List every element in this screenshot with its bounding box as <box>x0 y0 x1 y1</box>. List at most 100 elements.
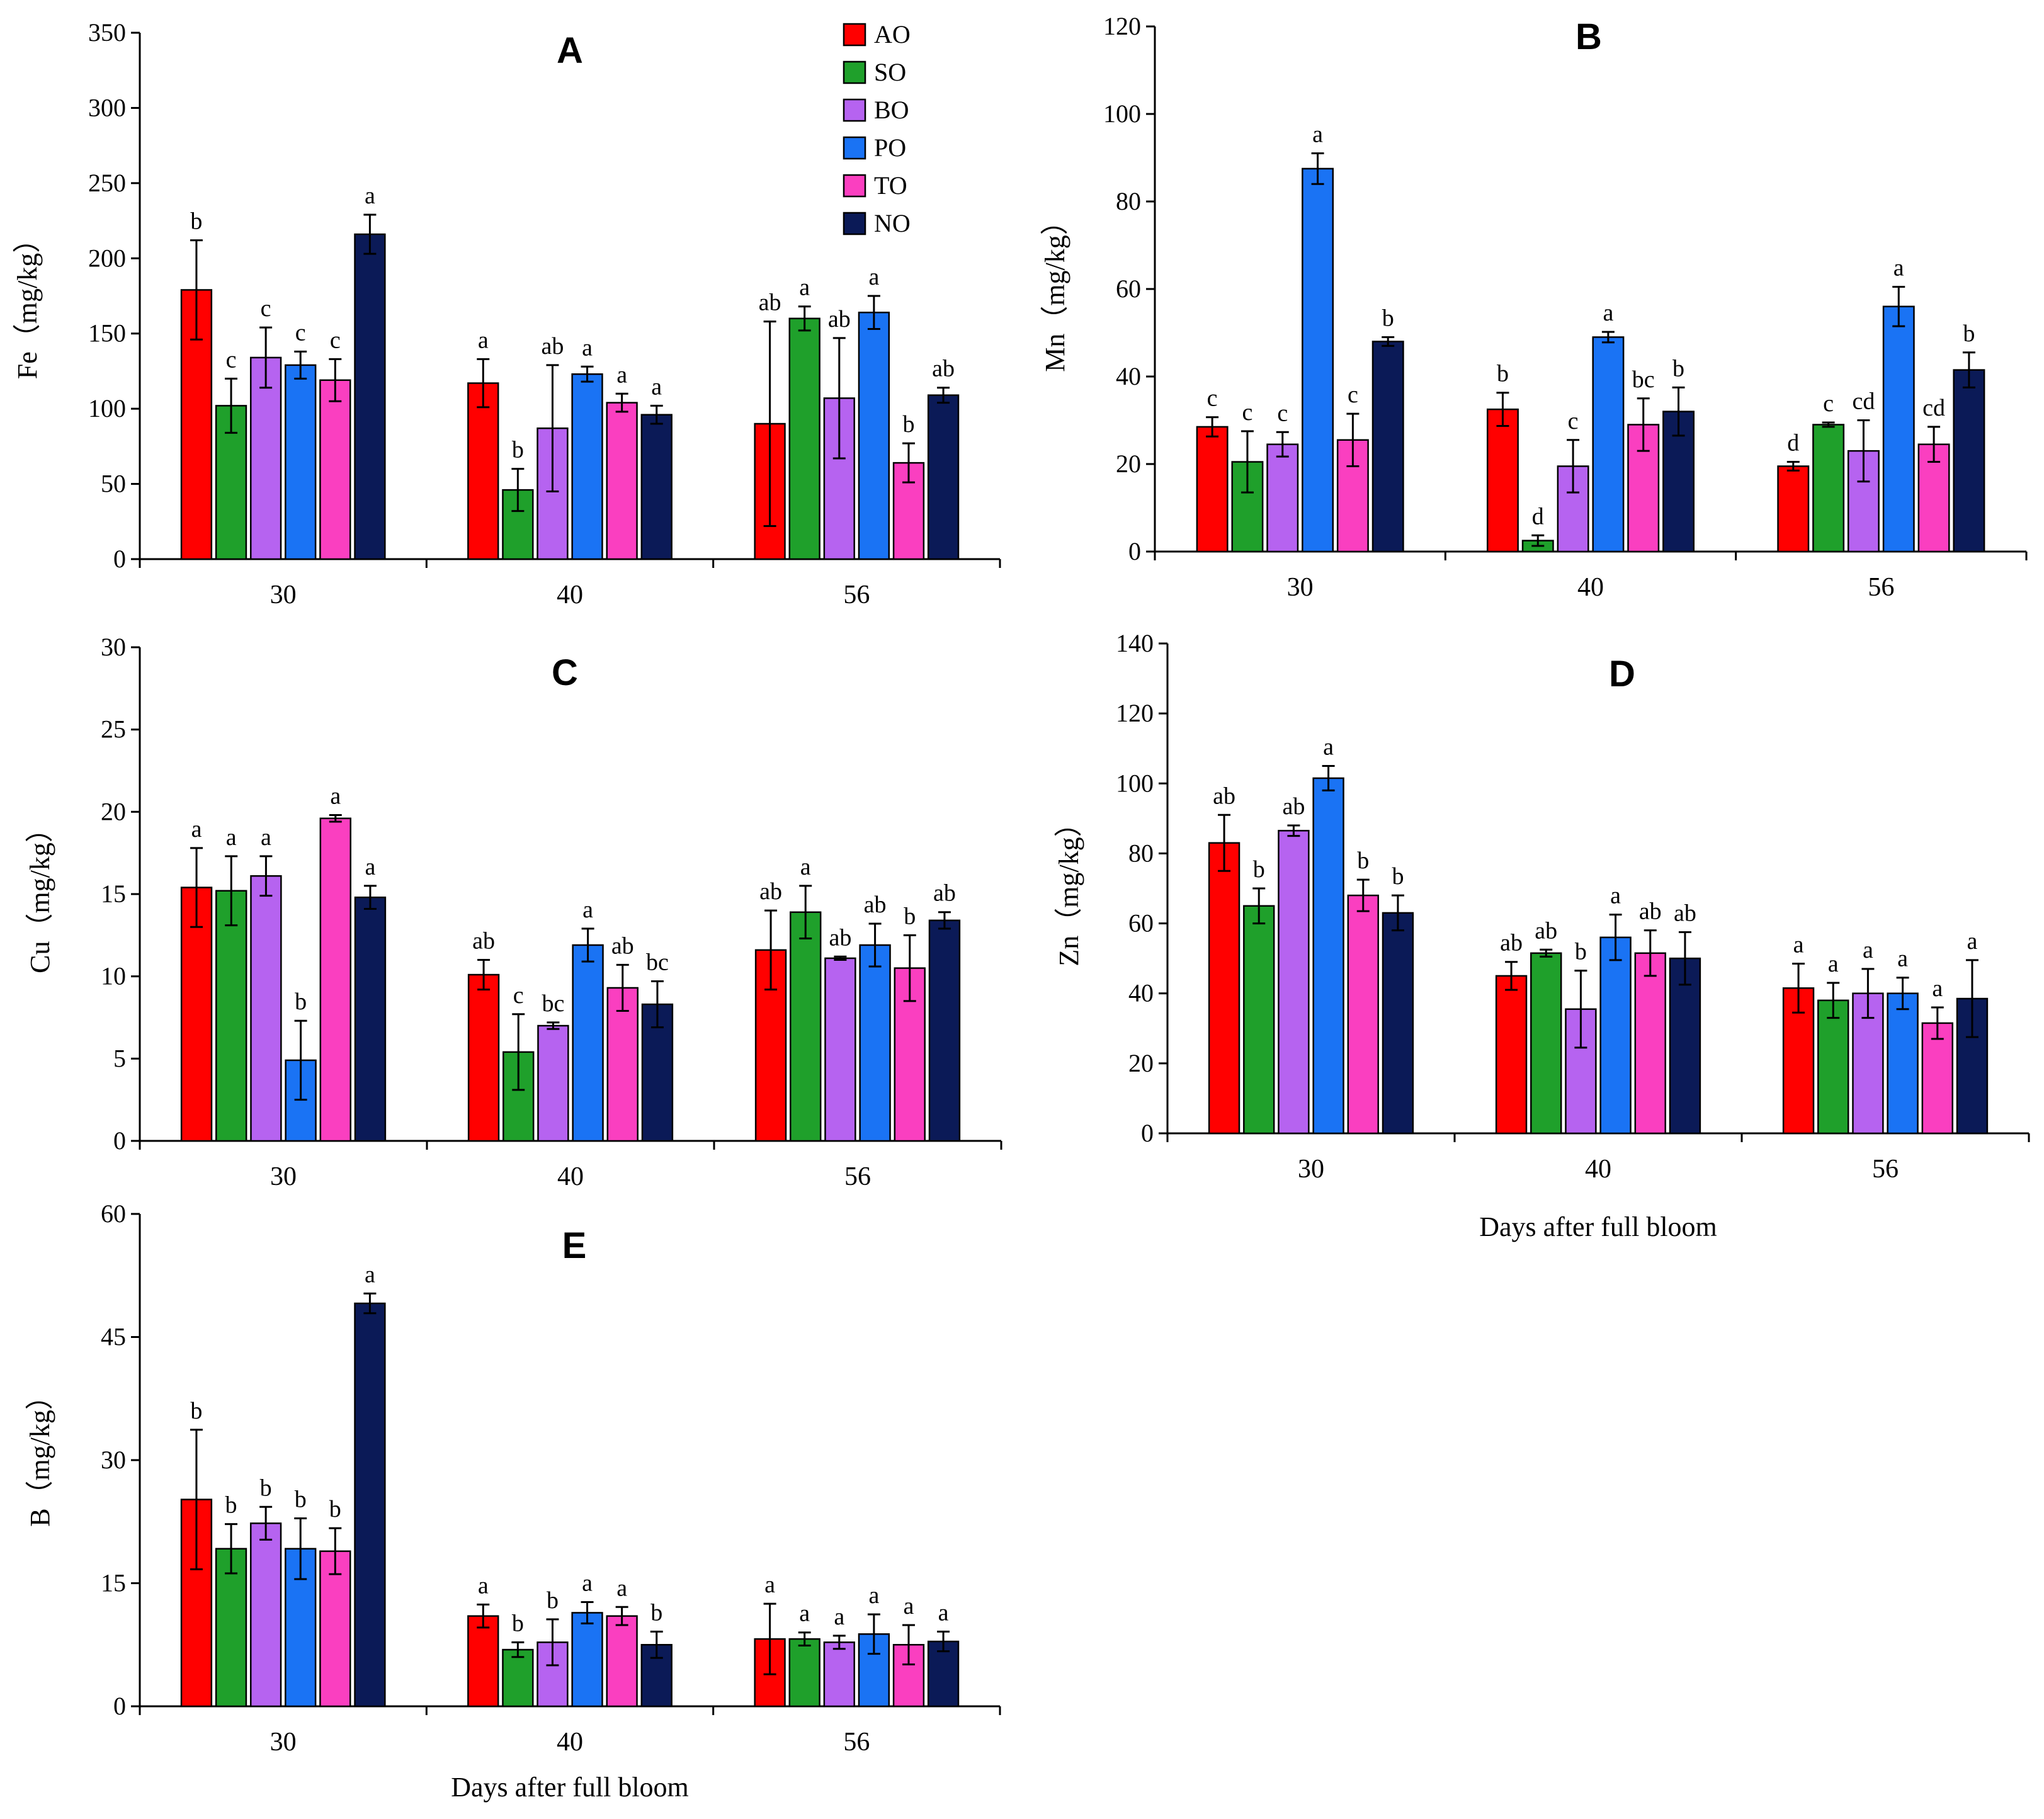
significance-label: a <box>1323 734 1334 761</box>
x-tick-label: 30 <box>1298 1155 1324 1184</box>
y-tick-label: 5 <box>113 1044 126 1072</box>
significance-label: a <box>365 1261 375 1288</box>
significance-label: a <box>365 183 375 209</box>
bar-ao-40 <box>467 382 499 560</box>
y-tick-label: 20 <box>1116 450 1141 478</box>
y-tick-label: 140 <box>1116 629 1154 657</box>
legend-label-bo: BO <box>874 96 909 124</box>
significance-label: b <box>1672 355 1684 382</box>
significance-label: a <box>1894 255 1904 281</box>
y-tick-label: 300 <box>88 93 126 122</box>
significance-label: b <box>512 437 524 463</box>
x-tick-label: 40 <box>1585 1155 1611 1184</box>
significance-label: c <box>1242 399 1252 426</box>
significance-label: cd <box>1922 395 1945 421</box>
significance-label: a <box>868 1582 879 1609</box>
significance-label: c <box>1207 385 1218 412</box>
y-tick-label: 15 <box>101 1569 126 1597</box>
significance-label: a <box>1828 951 1839 977</box>
significance-label: a <box>764 1572 775 1598</box>
y-tick-label: 100 <box>88 394 126 422</box>
significance-label: ab <box>472 928 495 955</box>
y-tick-label: 0 <box>113 1126 126 1155</box>
bar-to-30 <box>319 817 351 1142</box>
legend-label-po: PO <box>874 133 906 162</box>
x-tick-label: 30 <box>1287 573 1314 602</box>
significance-label: a <box>1932 975 1943 1002</box>
significance-label: ab <box>759 878 782 905</box>
bar-to-40 <box>606 1615 638 1708</box>
significance-label: b <box>329 1496 341 1522</box>
bar-bo-30 <box>1266 443 1299 553</box>
bar-no-30 <box>1371 341 1404 553</box>
panel-title: E <box>562 1225 587 1266</box>
bar-no-56 <box>927 394 960 560</box>
x-tick-label: 40 <box>1577 573 1604 602</box>
bar-bo-56 <box>823 1641 855 1708</box>
bar-bo-40 <box>537 1024 569 1142</box>
legend-swatch-so <box>843 60 866 84</box>
y-tick-label: 150 <box>88 319 126 348</box>
panel-title: B <box>1576 16 1602 57</box>
y-axis-label: Fe（mg/kg） <box>12 225 43 379</box>
y-tick-label: 20 <box>1128 1049 1154 1077</box>
significance-label: b <box>547 1587 559 1614</box>
x-axis-label: Days after full bloom <box>451 1772 689 1803</box>
significance-label: b <box>1497 361 1509 387</box>
significance-label: bc <box>542 990 564 1017</box>
bar-bo-40 <box>537 427 569 560</box>
bar-so-40 <box>502 1648 534 1708</box>
y-tick-label: 80 <box>1128 839 1154 867</box>
bar-so-56 <box>788 317 820 560</box>
bar-ao-40 <box>1486 408 1519 553</box>
x-tick-label: 56 <box>844 1162 871 1191</box>
legend-label-to: TO <box>874 171 907 200</box>
bar-po-56 <box>1887 992 1919 1135</box>
bar-bo-30 <box>250 875 282 1142</box>
bar-po-40 <box>572 944 604 1142</box>
significance-label: b <box>260 1475 272 1501</box>
bar-to-40 <box>606 987 639 1142</box>
y-tick-label: 350 <box>88 18 126 47</box>
bar-bo-56 <box>824 957 856 1142</box>
significance-label: a <box>582 334 593 361</box>
y-tick-label: 0 <box>113 1692 126 1720</box>
significance-label: a <box>904 1593 914 1619</box>
significance-label: b <box>190 1398 202 1424</box>
bar-no-30 <box>354 1302 386 1708</box>
significance-label: b <box>190 208 202 235</box>
significance-label: ab <box>1282 793 1305 820</box>
bar-to-56 <box>892 462 925 560</box>
bar-no-30 <box>1382 912 1414 1135</box>
significance-label: c <box>1823 390 1834 417</box>
bar-no-56 <box>927 1640 960 1708</box>
bar-ao-40 <box>467 1615 499 1708</box>
significance-label: a <box>261 824 271 851</box>
bar-bo-40 <box>537 1641 569 1708</box>
bar-bo-30 <box>249 1522 282 1708</box>
legend-swatch-po <box>843 136 866 160</box>
bar-po-40 <box>1599 936 1632 1135</box>
significance-label: a <box>616 1575 627 1601</box>
x-tick-label: 40 <box>557 581 583 609</box>
legend-label-so: SO <box>874 58 906 86</box>
bar-to-30 <box>1347 894 1379 1135</box>
legend-swatch-no <box>843 212 866 235</box>
significance-label: c <box>226 346 237 373</box>
significance-label: ab <box>611 932 634 959</box>
y-tick-label: 0 <box>1128 537 1141 565</box>
significance-label: a <box>1603 300 1613 326</box>
significance-label: b <box>1575 939 1587 965</box>
x-tick-label: 40 <box>557 1728 583 1757</box>
significance-label: a <box>226 824 237 851</box>
significance-label: cd <box>1852 388 1875 415</box>
significance-label: ab <box>1535 917 1557 944</box>
y-tick-label: 250 <box>88 169 126 197</box>
bar-so-56 <box>1812 424 1845 553</box>
legend-swatch-ao <box>843 23 866 47</box>
bar-no-56 <box>928 919 961 1142</box>
bar-po-30 <box>285 364 317 560</box>
bar-ao-30 <box>1196 426 1229 553</box>
